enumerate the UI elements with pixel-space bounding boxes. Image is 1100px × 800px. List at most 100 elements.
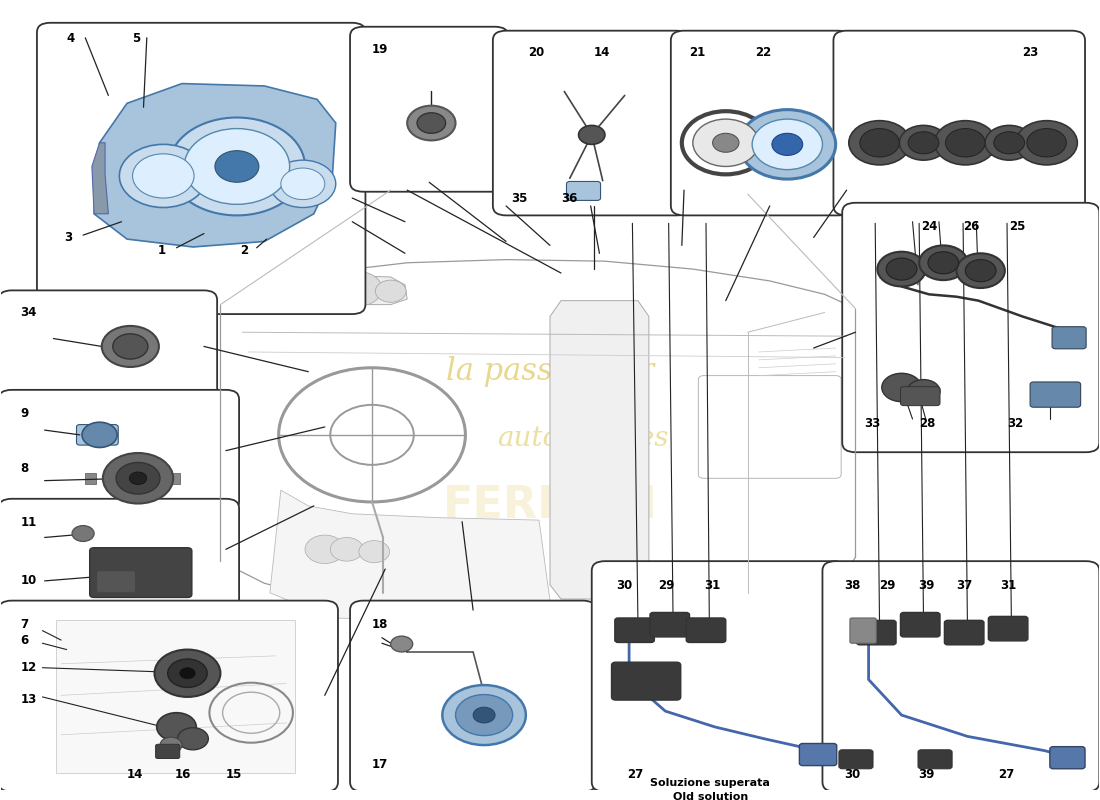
Circle shape	[129, 472, 146, 485]
FancyBboxPatch shape	[1030, 382, 1080, 407]
Circle shape	[693, 119, 759, 166]
Text: 21: 21	[690, 46, 706, 59]
Circle shape	[772, 134, 803, 155]
FancyBboxPatch shape	[850, 618, 877, 643]
Circle shape	[270, 160, 336, 207]
FancyBboxPatch shape	[686, 618, 726, 642]
Text: Soluzione superata: Soluzione superata	[650, 778, 770, 789]
Text: 29: 29	[658, 578, 674, 591]
Text: FERRARI: FERRARI	[442, 484, 658, 527]
FancyBboxPatch shape	[592, 561, 847, 792]
Text: 5: 5	[132, 32, 141, 46]
Circle shape	[878, 252, 926, 286]
Circle shape	[305, 535, 344, 563]
FancyBboxPatch shape	[155, 744, 179, 758]
Circle shape	[154, 650, 220, 697]
Circle shape	[966, 260, 996, 282]
Circle shape	[442, 685, 526, 745]
Circle shape	[330, 538, 363, 561]
Circle shape	[375, 280, 406, 302]
Text: 24: 24	[922, 220, 937, 233]
FancyBboxPatch shape	[0, 498, 239, 617]
Bar	[168, 473, 179, 484]
Circle shape	[177, 728, 208, 750]
Circle shape	[103, 453, 173, 503]
FancyBboxPatch shape	[671, 30, 851, 215]
Circle shape	[920, 246, 968, 280]
FancyBboxPatch shape	[493, 30, 690, 215]
Circle shape	[909, 132, 939, 154]
FancyBboxPatch shape	[857, 620, 896, 645]
Circle shape	[455, 694, 513, 735]
FancyBboxPatch shape	[350, 26, 508, 192]
FancyBboxPatch shape	[823, 561, 1099, 792]
FancyBboxPatch shape	[650, 613, 690, 637]
FancyBboxPatch shape	[37, 22, 365, 314]
Circle shape	[993, 132, 1024, 154]
Text: 31: 31	[1000, 578, 1016, 591]
FancyBboxPatch shape	[90, 548, 191, 598]
Circle shape	[179, 668, 195, 678]
FancyBboxPatch shape	[1049, 746, 1085, 769]
Circle shape	[887, 258, 917, 280]
Text: 20: 20	[528, 46, 544, 59]
Text: 23: 23	[1022, 46, 1038, 59]
Text: 4: 4	[67, 32, 75, 46]
FancyBboxPatch shape	[988, 617, 1027, 641]
Circle shape	[82, 422, 117, 447]
Text: automobiles: automobiles	[497, 426, 669, 452]
FancyBboxPatch shape	[901, 386, 940, 406]
Circle shape	[986, 126, 1033, 160]
Circle shape	[957, 254, 1004, 288]
Text: 8: 8	[21, 462, 29, 475]
Polygon shape	[56, 620, 295, 773]
FancyBboxPatch shape	[843, 202, 1099, 452]
Circle shape	[280, 168, 324, 200]
Circle shape	[908, 379, 940, 403]
Text: 16: 16	[174, 768, 190, 781]
Circle shape	[407, 106, 455, 141]
FancyBboxPatch shape	[0, 601, 338, 792]
Circle shape	[882, 374, 922, 402]
Text: 19: 19	[372, 42, 388, 55]
FancyBboxPatch shape	[800, 743, 837, 766]
Text: 15: 15	[226, 768, 242, 781]
Circle shape	[359, 541, 389, 562]
FancyBboxPatch shape	[612, 662, 681, 700]
Circle shape	[752, 119, 823, 170]
Circle shape	[713, 134, 739, 152]
Circle shape	[739, 110, 836, 179]
Circle shape	[286, 271, 341, 311]
Polygon shape	[95, 83, 336, 247]
Text: 11: 11	[21, 516, 36, 529]
Circle shape	[160, 737, 182, 753]
Text: 32: 32	[1006, 418, 1023, 430]
FancyBboxPatch shape	[350, 601, 596, 792]
Text: 7: 7	[21, 618, 29, 631]
Circle shape	[156, 713, 196, 741]
Circle shape	[214, 150, 258, 182]
Text: 6: 6	[21, 634, 29, 646]
Text: 10: 10	[21, 574, 36, 586]
Circle shape	[1015, 121, 1077, 165]
Text: 12: 12	[21, 662, 36, 674]
Text: 35: 35	[512, 192, 528, 205]
Circle shape	[132, 154, 194, 198]
Text: 26: 26	[964, 220, 979, 233]
FancyBboxPatch shape	[0, 390, 239, 511]
FancyBboxPatch shape	[839, 750, 873, 769]
Text: 9: 9	[21, 407, 29, 420]
Circle shape	[116, 462, 160, 494]
Text: 33: 33	[865, 418, 880, 430]
FancyBboxPatch shape	[566, 182, 601, 201]
Text: 39: 39	[918, 768, 934, 781]
FancyBboxPatch shape	[901, 613, 940, 637]
Polygon shape	[270, 490, 550, 620]
Circle shape	[928, 252, 959, 274]
Text: 27: 27	[627, 768, 644, 781]
FancyBboxPatch shape	[918, 750, 953, 769]
Circle shape	[390, 636, 412, 652]
Text: 17: 17	[372, 758, 388, 771]
Text: 25: 25	[1009, 220, 1025, 233]
Text: 3: 3	[65, 231, 73, 244]
